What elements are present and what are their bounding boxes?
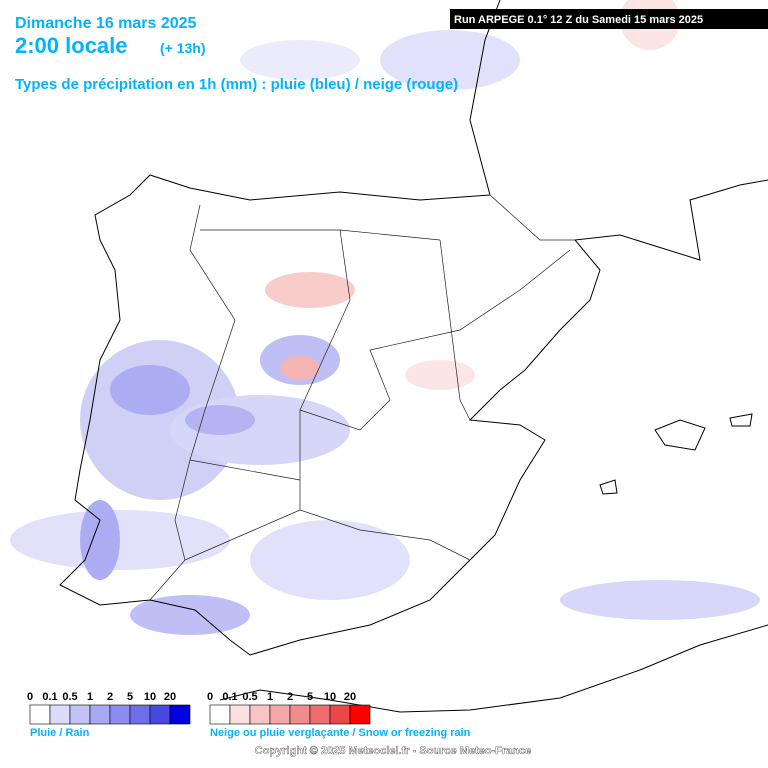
run-info: Run ARPEGE 0.1° 12 Z du Samedi 15 mars 2… [454,14,703,26]
legend-label: 10 [324,691,336,703]
menorca [729,413,753,427]
rain-legend: 0 0.1 0.5 1 2 5 10 20 [27,691,191,725]
legend-swatch [129,704,151,725]
legend-swatch [289,704,311,725]
legend-swatch [29,704,51,725]
legend-swatch [149,704,171,725]
legend-swatch [209,704,231,725]
legend-swatch [69,704,91,725]
borders [149,194,575,601]
copyright: Copyright © 2025 Meteociel.fr - Source M… [255,745,531,757]
legend-swatch [89,704,111,725]
legend-label: 2 [107,691,113,703]
africa-coast [219,624,768,713]
legend-label: 1 [267,691,273,703]
legend-label: 0.5 [62,691,77,703]
legend-label: 0.5 [242,691,257,703]
legend-swatch [309,704,331,725]
legend-label: 2 [287,691,293,703]
date: Dimanche 16 mars 2025 [15,15,197,32]
legend-label: 0.1 [222,691,237,703]
ibiza [599,479,618,495]
offset: (+ 13h) [160,40,206,56]
subtitle: Types de précipitation en 1h (mm) : plui… [15,76,458,93]
mallorca [654,419,706,451]
legend-swatch [249,704,271,725]
precipitation [10,0,760,635]
run-banner [450,9,768,29]
time: 2:00 locale [15,33,128,58]
legend-label: 20 [164,691,176,703]
snow-legend-title: Neige ou pluie verglaçante / Snow or fre… [210,727,471,739]
legend-swatch [169,704,191,725]
legend-label: 0 [27,691,33,703]
snow-legend: 0 0.1 0.5 1 2 5 10 20 [207,691,371,725]
legend-label: 5 [127,691,133,703]
legend-label: 10 [144,691,156,703]
legend-label: 0 [207,691,213,703]
rain-legend-title: Pluie / Rain [30,727,90,739]
legend-label: 5 [307,691,313,703]
legend-label: 0.1 [42,691,57,703]
legend-swatch [229,704,251,725]
legend-swatch [349,704,371,725]
legend-swatch [269,704,291,725]
legend-swatch [109,704,131,725]
legend-swatch [329,704,351,725]
legend-label: 1 [87,691,93,703]
legend-label: 20 [344,691,356,703]
legend-swatch [49,704,71,725]
